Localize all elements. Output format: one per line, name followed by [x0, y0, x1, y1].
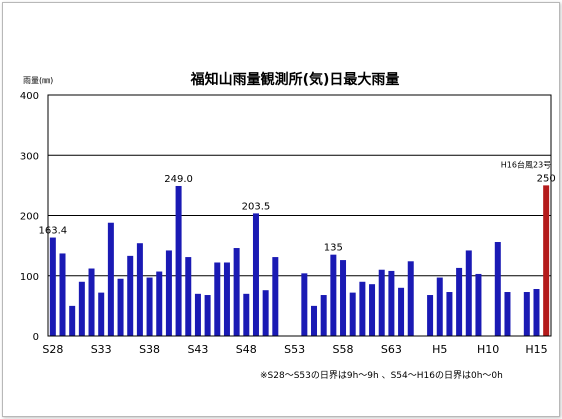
bar — [494, 242, 501, 336]
bar — [223, 262, 230, 336]
bar — [436, 277, 443, 336]
x-tick-label: S48 — [236, 343, 257, 356]
y-tick-label: 300 — [20, 151, 39, 162]
y-axis-ticks: 0 100 200 300 400 — [20, 91, 39, 343]
data-label: 250 — [537, 173, 556, 184]
footnote: ※S28～S53の日界は9h～9h 、S54～H16の日界は0h～0h — [260, 370, 503, 381]
bar — [165, 250, 172, 336]
x-tick-label: S58 — [333, 343, 354, 356]
bar — [369, 284, 376, 336]
bar — [156, 271, 163, 336]
bar — [533, 289, 540, 336]
x-tick-label: S38 — [139, 343, 160, 356]
bar — [446, 292, 453, 336]
bar — [204, 295, 211, 336]
bar — [233, 248, 240, 336]
bar — [388, 270, 395, 336]
bar — [378, 269, 385, 336]
bar — [398, 287, 405, 336]
data-labels: 163.4 249.0 203.5 135 250 — [39, 173, 556, 253]
bar — [107, 222, 114, 336]
y-tick-label: 200 — [20, 212, 39, 223]
y-tick-label: 0 — [33, 332, 39, 343]
bar — [175, 185, 182, 336]
bar — [523, 292, 530, 336]
data-label: 135 — [324, 243, 343, 254]
plot-area — [47, 94, 552, 337]
chart-title: 福知山雨量観測所(気)日最大雨量 — [190, 71, 400, 88]
bar — [427, 295, 434, 336]
bar — [465, 250, 472, 336]
bar — [543, 185, 550, 336]
bar — [272, 257, 279, 336]
bar — [456, 267, 463, 336]
bar — [407, 261, 414, 336]
data-label: 249.0 — [164, 174, 193, 185]
bar — [194, 293, 201, 336]
bar — [311, 305, 318, 336]
x-tick-label: H15 — [525, 343, 547, 356]
bar — [117, 278, 124, 336]
bar — [98, 292, 105, 336]
y-tick-label: 400 — [20, 91, 39, 102]
bar — [359, 281, 366, 336]
bar — [146, 277, 153, 336]
bar — [243, 293, 250, 336]
y-tick-label: 100 — [20, 272, 39, 283]
bar — [127, 255, 134, 336]
bar — [262, 290, 269, 336]
bar — [88, 268, 95, 336]
x-tick-label: S43 — [187, 343, 208, 356]
bar — [340, 260, 347, 336]
bar — [301, 273, 308, 336]
bar-chart: 福知山雨量観測所(気)日最大雨量 雨量(㎜) 0 100 200 300 400 163… — [20, 71, 556, 381]
bar — [69, 305, 76, 336]
bar — [136, 243, 143, 336]
x-tick-label: H5 — [432, 343, 447, 356]
bar — [330, 254, 337, 336]
bar — [78, 281, 85, 336]
annotations: H16台風23号 — [501, 159, 551, 169]
bars — [49, 185, 550, 336]
x-tick-label: S63 — [381, 343, 402, 356]
x-axis-ticks: S28 S33 S38 S43 S48 S53 S58 S63 H5 H10 H15 — [42, 343, 547, 356]
bar — [214, 262, 221, 336]
x-tick-label: S33 — [91, 343, 112, 356]
data-label: 203.5 — [242, 201, 271, 212]
data-label: 163.4 — [39, 226, 68, 237]
bar — [320, 295, 327, 336]
x-tick-label: S28 — [42, 343, 63, 356]
x-tick-label: S53 — [284, 343, 305, 356]
bar — [252, 213, 259, 336]
bar — [185, 257, 192, 336]
bar — [504, 292, 511, 336]
x-tick-label: H10 — [477, 343, 499, 356]
bar — [475, 273, 482, 336]
annotation-label: H16台風23号 — [501, 159, 551, 169]
bar — [49, 237, 56, 336]
bar — [59, 253, 66, 336]
y-axis-label: 雨量(㎜) — [23, 76, 53, 85]
bar — [349, 292, 356, 336]
